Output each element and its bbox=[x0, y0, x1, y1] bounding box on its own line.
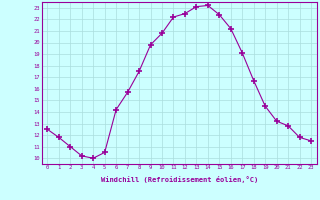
X-axis label: Windchill (Refroidissement éolien,°C): Windchill (Refroidissement éolien,°C) bbox=[100, 176, 258, 183]
